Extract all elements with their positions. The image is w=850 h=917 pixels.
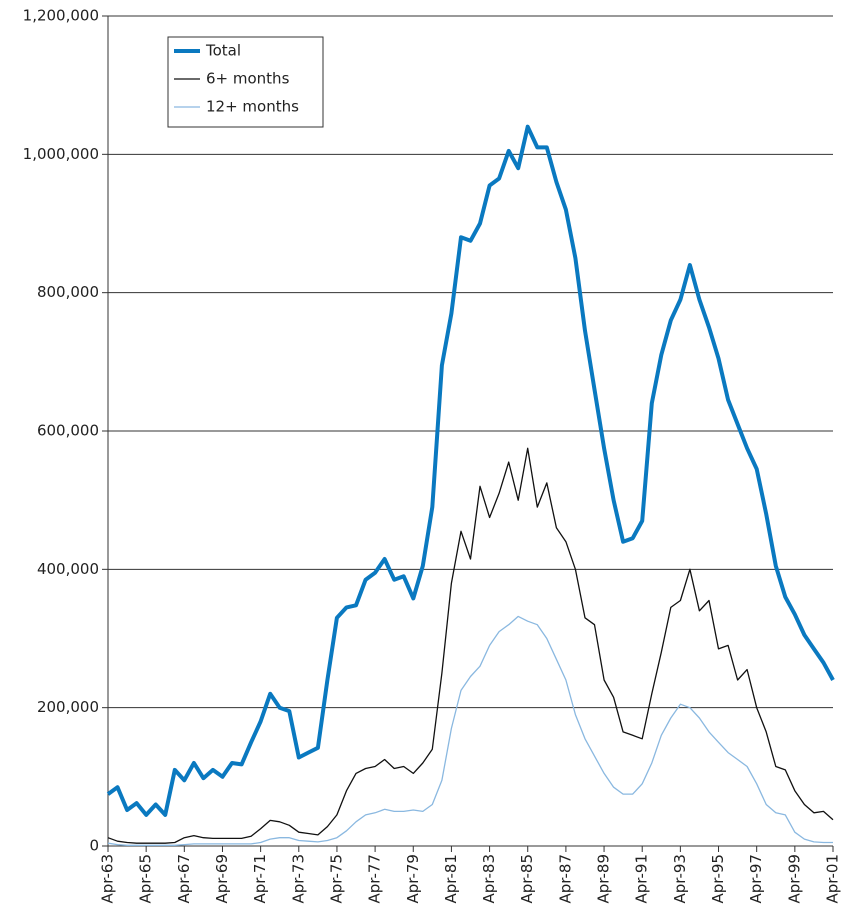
x-tick-label: Apr-63 [99, 854, 117, 904]
line-series [107, 615, 833, 846]
x-tick-label: Apr-79 [404, 854, 422, 904]
y-tick-label: 200,000 [37, 698, 99, 716]
x-tick-label: Apr-75 [327, 854, 345, 904]
x-tick-label: Apr-89 [595, 854, 613, 904]
legend-label: 6+ months [206, 70, 290, 88]
y-tick-label: 0 [89, 837, 99, 855]
y-tick-label: 1,200,000 [23, 7, 99, 25]
x-tick-label: Apr-91 [633, 854, 651, 904]
y-tick-label: 1,000,000 [23, 145, 99, 163]
x-tick-label: Apr-99 [785, 854, 803, 904]
x-tick-label: Apr-67 [175, 854, 193, 904]
y-tick-label: 800,000 [37, 283, 99, 301]
x-tick-label: Apr-65 [137, 854, 155, 904]
y-tick-label: 600,000 [37, 422, 99, 440]
legend-label: Total [205, 42, 241, 60]
x-tick-label: Apr-95 [709, 854, 727, 904]
x-tick-label: Apr-87 [556, 854, 574, 904]
y-tick-label: 400,000 [37, 560, 99, 578]
x-tick-label: Apr-77 [366, 854, 384, 904]
line-series [107, 447, 834, 844]
x-tick-label: Apr-71 [251, 854, 269, 904]
x-tick-label: Apr-81 [442, 854, 460, 904]
x-tick-label: Apr-85 [518, 854, 536, 904]
x-tick-label: Apr-93 [671, 854, 689, 904]
x-tick-label: Apr-73 [289, 854, 307, 904]
x-tick-label: Apr-01 [824, 854, 842, 904]
x-tick-label: Apr-69 [213, 854, 231, 904]
x-tick-label: Apr-97 [747, 854, 765, 904]
legend-label: 12+ months [206, 98, 299, 116]
line-series [106, 124, 835, 817]
x-tick-label: Apr-83 [480, 854, 498, 904]
